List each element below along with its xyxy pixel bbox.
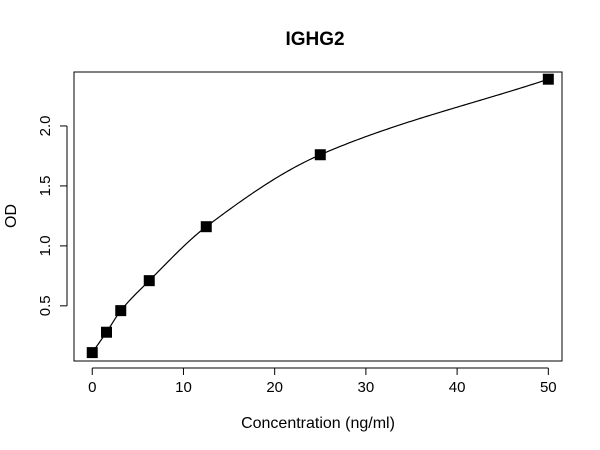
chart-title: IGHG2 xyxy=(285,29,344,50)
y-axis-label: OD xyxy=(3,204,20,228)
data-point xyxy=(542,73,554,85)
data-point xyxy=(143,275,155,287)
x-tick-label: 20 xyxy=(266,379,283,396)
x-tick-label: 10 xyxy=(175,379,192,396)
y-tick-label: 2.0 xyxy=(37,116,54,137)
data-point xyxy=(86,347,98,359)
data-point xyxy=(314,149,326,161)
fit-curve-layer xyxy=(91,78,549,353)
x-axis: 0 10 20 30 40 50 xyxy=(88,367,557,396)
x-tick-label: 30 xyxy=(358,379,375,396)
x-tick-label: 40 xyxy=(449,379,466,396)
data-point xyxy=(100,326,112,338)
data-point xyxy=(200,221,212,233)
data-points xyxy=(86,73,554,359)
data-point xyxy=(115,305,127,317)
x-axis-label: Concentration (ng/ml) xyxy=(241,415,395,432)
y-tick-label: 1.5 xyxy=(37,175,54,196)
y-tick-label: 0.5 xyxy=(37,295,54,316)
plot-frame xyxy=(73,71,563,362)
x-tick-label: 50 xyxy=(540,379,557,396)
fit-curve xyxy=(91,78,549,353)
x-tick-label: 0 xyxy=(88,379,96,396)
y-axis: 0.5 1.0 1.5 2.0 xyxy=(37,116,68,316)
y-tick-label: 1.0 xyxy=(37,235,54,256)
